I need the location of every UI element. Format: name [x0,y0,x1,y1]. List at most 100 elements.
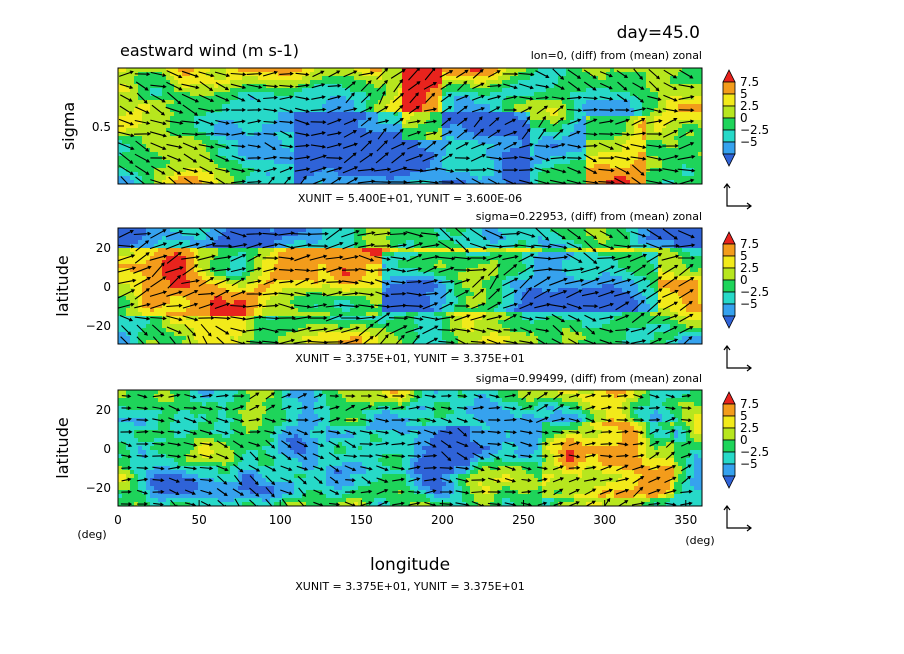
field-cell [126,176,130,180]
field-cell [514,96,518,100]
field-cell [342,80,346,84]
field-cell [634,168,638,172]
field-cell [202,92,206,96]
field-cell [254,68,258,72]
field-cell [206,116,210,120]
field-cell [310,112,314,116]
field-cell [206,112,210,116]
field-cell [486,180,490,184]
field-cell [614,176,618,180]
wind-vector [360,140,372,152]
field-cell [622,148,626,152]
field-cell [658,76,662,80]
field-cell [638,128,642,132]
field-cell [418,120,422,124]
field-cell [418,136,422,140]
field-cell [234,96,238,100]
field-cell [402,160,406,164]
field-cell [170,132,174,136]
field-cell [330,236,334,240]
field-cell [386,128,390,132]
field-cell [378,72,382,76]
field-cell [650,76,654,80]
field-cell [574,168,578,172]
field-cell [674,232,678,236]
field-cell [294,84,298,88]
field-cell [474,148,478,152]
field-cell [338,164,342,168]
field-cell [238,176,242,180]
field-cell [586,228,590,232]
field-cell [426,128,430,132]
field-cell [390,104,394,108]
field-cell [590,136,594,140]
field-cell [526,172,530,176]
field-cell [394,84,398,88]
field-cell [138,140,142,144]
field-cell [242,236,246,240]
field-cell [170,80,174,84]
field-cell [466,232,470,236]
field-cell [474,80,478,84]
field-cell [570,68,574,72]
field-cell [170,112,174,116]
field-cell [550,92,554,96]
wind-vector [167,91,182,105]
field-cell [490,92,494,96]
field-cell [190,124,194,128]
field-cell [614,112,618,116]
field-cell [666,124,670,128]
field-cell [154,136,158,140]
field-cell [434,112,438,116]
field-cell [370,108,374,112]
field-cell [158,124,162,128]
field-cell [478,112,482,116]
field-cell [310,160,314,164]
field-cell [530,128,534,132]
field-cell [538,156,542,160]
field-cell [270,92,274,96]
field-cell [510,228,514,232]
field-cell [458,96,462,100]
field-cell [330,116,334,120]
wind-vector [503,83,518,90]
field-cell [638,68,642,72]
field-cell [166,144,170,148]
wind-vector [440,93,453,103]
field-cell [282,76,286,80]
field-cell [142,116,146,120]
field-cell [490,76,494,80]
field-cell [486,68,490,72]
field-cell [630,124,634,128]
field-cell [610,140,614,144]
wind-vector [151,104,166,116]
field-cell [302,140,306,144]
field-cell [266,80,270,84]
field-cell [270,152,274,156]
field-cell [514,100,518,104]
field-cell [154,112,158,116]
field-cell [134,84,138,88]
field-cell [426,156,430,160]
field-cell [358,100,362,104]
field-cell [514,68,518,72]
field-cell [582,76,586,80]
field-cell [690,172,694,176]
field-cell [558,116,562,120]
field-cell [518,176,522,180]
wind-vector [392,117,404,126]
wind-vector [502,168,519,172]
field-cell [350,164,354,168]
field-cell [210,104,214,108]
field-cell [374,232,378,236]
wind-vector [376,68,389,80]
field-cell [374,108,378,112]
field-cell [346,144,350,148]
field-cell [498,228,502,232]
field-cell [118,136,122,140]
field-cell [402,116,406,120]
field-cell [318,116,322,120]
field-cell [666,132,670,136]
wind-vector [423,82,438,90]
field-cell [370,136,374,140]
